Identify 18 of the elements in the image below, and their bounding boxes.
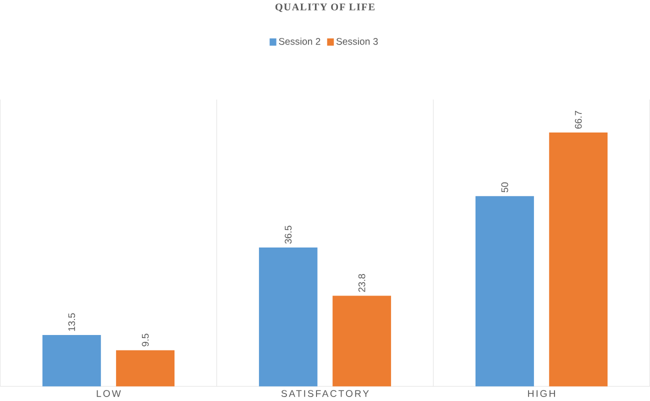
legend-label: Session 2	[278, 38, 320, 46]
data-label: 23.8	[358, 274, 366, 292]
data-label: 66.7	[574, 111, 582, 129]
chart-title: QUALITY OF LIFE	[275, 4, 375, 12]
bar	[42, 335, 101, 387]
x-tick-label: SATISFACTORY	[281, 390, 369, 398]
data-label: 13.5	[68, 313, 76, 332]
legend-label: Session 3	[336, 38, 378, 46]
data-label: 9.5	[142, 334, 149, 347]
bar	[116, 350, 175, 387]
bar	[332, 296, 392, 387]
data-label: 36.5	[284, 226, 292, 244]
bar	[475, 196, 534, 387]
x-tick-label: HIGH	[528, 390, 555, 398]
x-tick-label: LOW	[96, 390, 121, 398]
bar	[258, 248, 318, 387]
data-label: 50	[501, 182, 508, 193]
bar	[549, 132, 608, 387]
